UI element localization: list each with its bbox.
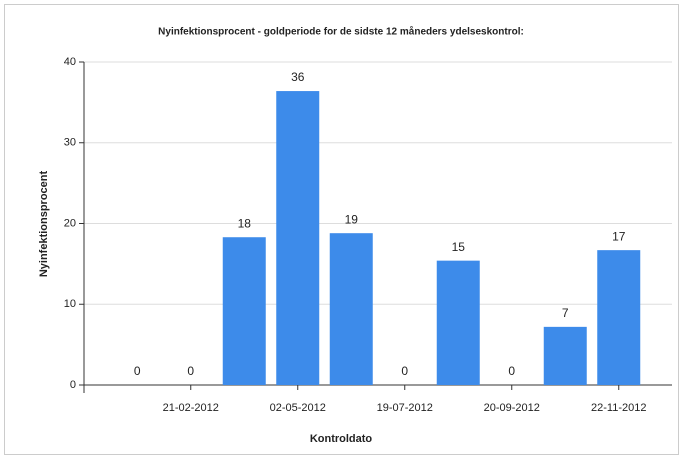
value-label: 36 — [291, 70, 305, 84]
value-label: 17 — [612, 229, 626, 243]
x-tick-label: 19-07-2012 — [377, 402, 433, 414]
value-label: 15 — [452, 240, 466, 254]
x-tick-label: 02-05-2012 — [270, 402, 326, 414]
x-tick-label: 21-02-2012 — [163, 402, 219, 414]
y-tick-label: 0 — [70, 379, 76, 391]
y-tick-label: 40 — [64, 56, 76, 68]
x-axis-label: Kontroldato — [310, 433, 373, 445]
bar — [276, 91, 320, 385]
y-tick-label: 20 — [64, 217, 76, 229]
x-tick-label: 20-09-2012 — [484, 402, 540, 414]
y-axis-label: Nyinfektionsprocent — [38, 170, 50, 277]
value-label: 7 — [562, 306, 569, 320]
y-tick-label: 30 — [64, 137, 76, 149]
frame — [4, 4, 679, 455]
value-label: 0 — [401, 364, 408, 378]
value-label: 19 — [345, 212, 359, 226]
bar — [222, 237, 266, 385]
value-label: 18 — [238, 216, 252, 230]
value-label: 0 — [134, 364, 141, 378]
bar — [543, 326, 587, 385]
y-tick-label: 10 — [64, 298, 76, 310]
bar — [597, 250, 641, 385]
value-label: 0 — [508, 364, 515, 378]
value-label: 0 — [187, 364, 194, 378]
chart-title: Nyinfektionsprocent - goldperiode for de… — [158, 26, 524, 38]
x-tick-label: 22-11-2012 — [591, 402, 646, 414]
bar — [329, 233, 373, 385]
bar — [436, 260, 480, 385]
